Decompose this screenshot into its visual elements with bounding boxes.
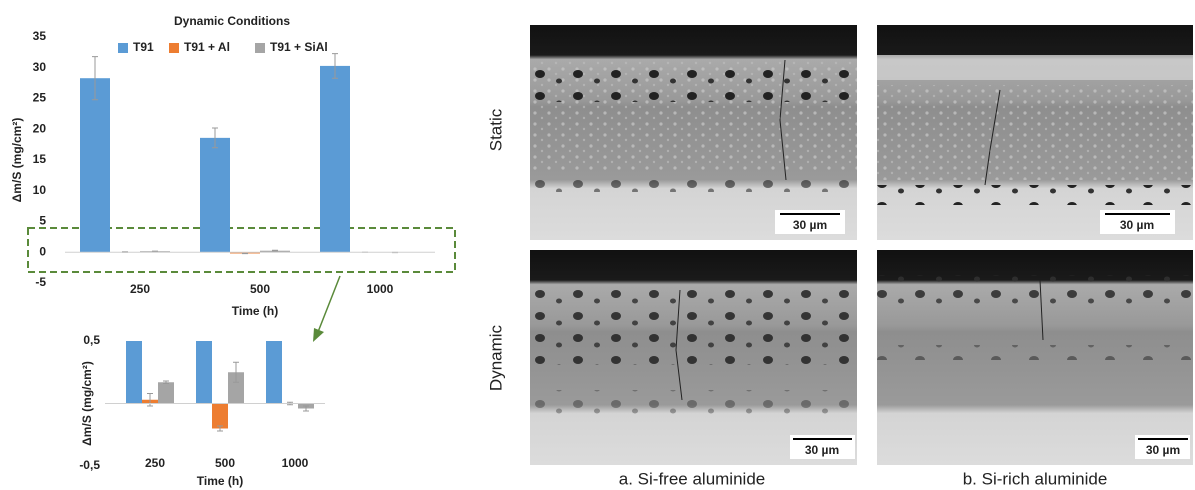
scale-label: 30 µm bbox=[1146, 443, 1180, 457]
y-tick-label: 30 bbox=[33, 60, 47, 74]
micrograph bbox=[530, 250, 857, 465]
zoom-arrow-head bbox=[313, 328, 324, 342]
bar bbox=[80, 78, 110, 253]
x-tick-label: 1000 bbox=[367, 282, 394, 296]
x-tick-label: 250 bbox=[130, 282, 150, 296]
x-tick-label: 500 bbox=[215, 456, 235, 470]
y-tick-label: -0,5 bbox=[79, 458, 100, 472]
error-bar bbox=[332, 53, 338, 79]
bar bbox=[126, 341, 142, 404]
legend-swatch bbox=[255, 43, 265, 53]
bar bbox=[212, 403, 228, 429]
error-bar bbox=[212, 127, 218, 149]
y-tick-label: 35 bbox=[33, 29, 47, 43]
error-bar bbox=[272, 249, 278, 252]
micrograph bbox=[877, 25, 1193, 240]
bar bbox=[266, 341, 282, 404]
scale-bar: 30 µm 30 µm 30 µm 30 µm bbox=[775, 210, 1190, 459]
x-tick-label: 1000 bbox=[282, 456, 309, 470]
legend-label: T91 + Al bbox=[184, 40, 230, 54]
y-tick-label: 5 bbox=[39, 214, 46, 228]
y-tick-label: -5 bbox=[35, 275, 46, 289]
caption: a. Si-free aluminide bbox=[619, 469, 765, 488]
zoom-box bbox=[27, 227, 456, 273]
y-axis-label: Δm/S (mg/cm²) bbox=[10, 118, 24, 203]
bar bbox=[158, 382, 174, 404]
legend-swatch bbox=[118, 43, 128, 53]
x-tick-label: 500 bbox=[250, 282, 270, 296]
scale-label: 30 µm bbox=[1120, 218, 1154, 232]
x-axis-label: Time (h) bbox=[197, 474, 243, 488]
y-tick-label: 20 bbox=[33, 121, 47, 135]
error-bar bbox=[217, 425, 223, 432]
bar bbox=[200, 137, 230, 253]
y-tick-label: 10 bbox=[33, 183, 47, 197]
bar bbox=[228, 372, 244, 404]
bar bbox=[196, 341, 212, 404]
y-tick-label: 25 bbox=[33, 91, 47, 105]
zoom-arrow bbox=[317, 275, 341, 333]
scale-label: 30 µm bbox=[805, 443, 839, 457]
caption: b. Si-rich aluminide bbox=[963, 469, 1108, 488]
row-label: Static bbox=[486, 108, 505, 151]
micrograph bbox=[530, 25, 857, 240]
scale-label: 30 µm bbox=[793, 218, 827, 232]
y-tick-label: 0 bbox=[39, 244, 46, 258]
y-axis-label: Δm/S (mg/cm²) bbox=[80, 361, 94, 446]
bar bbox=[320, 65, 350, 253]
chart-title: Dynamic Conditions bbox=[174, 14, 290, 28]
y-tick-label: 15 bbox=[33, 152, 47, 166]
legend-label: T91 + SiAl bbox=[270, 40, 328, 54]
error-bar bbox=[233, 361, 239, 383]
error-bar bbox=[163, 380, 169, 384]
row-label: Dynamic bbox=[486, 324, 505, 391]
y-tick-label: 0,5 bbox=[83, 333, 100, 347]
error-bar bbox=[92, 56, 98, 101]
plot-area bbox=[126, 341, 314, 432]
x-axis-label: Time (h) bbox=[232, 304, 278, 318]
legend-swatch bbox=[169, 43, 179, 53]
plot-area bbox=[80, 53, 410, 255]
micrograph bbox=[877, 250, 1193, 465]
x-tick-label: 250 bbox=[145, 456, 165, 470]
legend-label: T91 bbox=[133, 40, 154, 54]
error-bar bbox=[303, 405, 309, 412]
